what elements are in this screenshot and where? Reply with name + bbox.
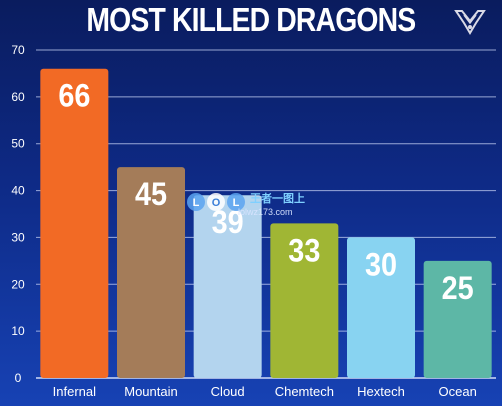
- y-tick-label: 50: [11, 137, 25, 151]
- data-label: 66: [58, 78, 90, 114]
- watermark-letter-2: O: [212, 197, 221, 209]
- watermark-brand: 王者一图上: [250, 191, 305, 205]
- x-tick-label: Hextech: [357, 384, 405, 399]
- x-tick-label: Infernal: [53, 384, 96, 399]
- watermark-logo: L O L 王者一图上: [187, 191, 305, 211]
- watermark-letter-3: L: [233, 197, 240, 209]
- bar: [347, 237, 415, 378]
- y-tick-label: 0: [15, 371, 22, 385]
- x-axis: Infernal Mountain Cloud Chemtech Hextech Ocea…: [53, 384, 477, 399]
- data-label: 30: [365, 247, 397, 283]
- y-tick-label: 20: [11, 277, 25, 291]
- y-tick-label: 10: [11, 324, 25, 338]
- x-tick-label: Chemtech: [275, 384, 334, 399]
- x-tick-label: Mountain: [124, 384, 177, 399]
- bar: [270, 223, 339, 378]
- watermark-url: lolwz173.com: [238, 207, 293, 217]
- data-label: 45: [135, 177, 167, 213]
- bars: [40, 68, 492, 378]
- data-label: 25: [442, 270, 474, 306]
- bar: [40, 68, 109, 378]
- grid-lines: [36, 49, 496, 379]
- bar: [117, 167, 185, 378]
- y-tick-label: 60: [11, 90, 25, 104]
- y-tick-label: 70: [11, 43, 25, 57]
- data-label: 33: [288, 233, 320, 269]
- worlds-trophy-icon: [454, 10, 486, 35]
- y-tick-label: 40: [11, 184, 25, 198]
- y-axis: 0 10 20 30 40 50 60 70: [11, 43, 25, 385]
- watermark-letter-1: L: [193, 197, 200, 209]
- x-tick-label: Ocean: [439, 384, 477, 399]
- chart-title: MOST KILLED DRAGONS: [86, 1, 416, 38]
- y-tick-label: 30: [11, 230, 25, 244]
- bar: [423, 260, 492, 378]
- bar: [193, 195, 262, 378]
- x-tick-label: Cloud: [211, 384, 245, 399]
